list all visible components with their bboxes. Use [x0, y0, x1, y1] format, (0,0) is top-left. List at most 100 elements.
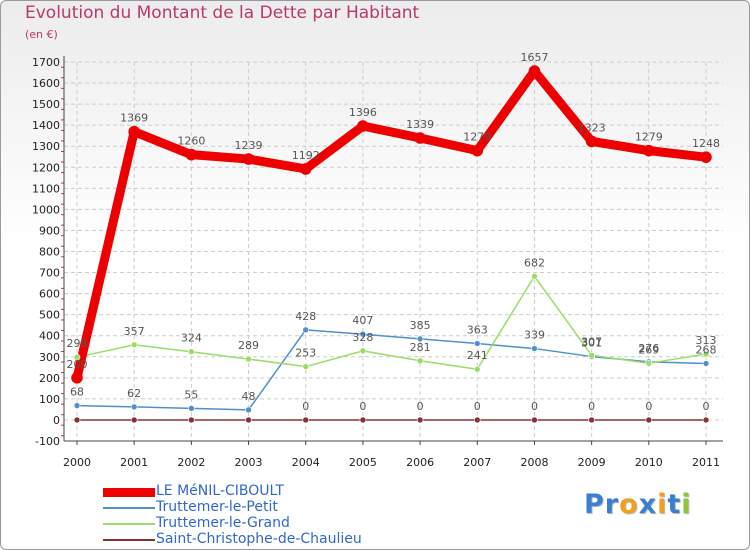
proxiti-logo: Proxiti — [584, 489, 692, 520]
data-point — [416, 335, 424, 343]
logo-letter: x — [638, 489, 658, 520]
y-tick-label: 800 — [39, 246, 60, 259]
y-tick-label: 1300 — [32, 140, 60, 153]
data-label: 324 — [181, 332, 202, 345]
data-point — [130, 416, 138, 424]
data-label: 276 — [638, 342, 659, 355]
data-label: 0 — [474, 400, 481, 413]
logo-letter: o — [619, 489, 639, 520]
data-label: 357 — [124, 325, 145, 338]
data-point — [528, 65, 541, 77]
y-tick-label: 1100 — [32, 182, 60, 195]
legend-swatch — [103, 532, 155, 548]
legend-swatch — [103, 516, 155, 532]
legend-label: Truttemer-le-Petit — [156, 499, 278, 515]
data-label: 1339 — [406, 118, 434, 131]
data-label: 1239 — [235, 139, 263, 152]
data-label: 1323 — [578, 121, 606, 134]
data-point — [359, 416, 367, 424]
y-tick-label: 900 — [39, 224, 60, 237]
data-point — [357, 120, 369, 132]
data-label: 1657 — [520, 51, 548, 64]
legend-label: Truttemer-le-Grand — [156, 515, 290, 531]
data-point — [473, 416, 481, 424]
data-label: 385 — [410, 319, 431, 332]
data-point — [73, 402, 81, 409]
data-label: 313 — [696, 334, 717, 347]
data-point — [700, 151, 712, 163]
data-label: 1279 — [635, 131, 663, 144]
data-point — [188, 405, 195, 412]
x-tick-label: 2009 — [578, 456, 606, 469]
data-point — [645, 360, 653, 367]
data-label: 0 — [588, 400, 595, 413]
data-point — [71, 372, 83, 384]
data-label: 307 — [581, 335, 602, 348]
x-tick-label: 2003 — [235, 456, 263, 469]
x-tick-label: 2002 — [177, 456, 205, 469]
data-label: 682 — [524, 256, 545, 269]
data-point — [531, 345, 538, 352]
data-point — [245, 416, 252, 424]
data-point — [359, 347, 367, 355]
data-label: 428 — [295, 310, 316, 323]
y-tick-label: 1600 — [32, 77, 60, 90]
data-point — [702, 360, 710, 367]
y-axis-ticks: -100 0 100 200 300 400 500 600 700 800 900 1000 1100… — [32, 56, 60, 448]
data-label: 0 — [302, 400, 309, 413]
data-point — [702, 350, 710, 358]
data-point — [299, 163, 312, 175]
data-point — [359, 330, 367, 338]
data-point — [73, 353, 81, 361]
y-tick-label: 500 — [39, 309, 60, 322]
data-point — [130, 403, 138, 411]
data-label: 55 — [184, 388, 198, 401]
data-point — [588, 416, 595, 424]
y-tick-label: -100 — [35, 435, 60, 448]
legend-item: Truttemer-le-Petit — [103, 499, 423, 516]
data-label: 289 — [238, 339, 259, 352]
data-point — [185, 148, 198, 161]
legend-label: LE MéNIL-CIBOULT — [156, 483, 284, 499]
data-point — [188, 416, 195, 424]
x-tick-label: 2010 — [635, 456, 663, 469]
data-point — [188, 348, 195, 356]
chart-subtitle: (en €) — [25, 28, 58, 41]
data-point — [414, 132, 426, 144]
data-label: 253 — [295, 347, 316, 360]
data-point — [531, 416, 538, 424]
y-tick-label: 1700 — [32, 56, 60, 69]
data-point — [302, 363, 310, 370]
y-tick-label: 300 — [39, 351, 60, 364]
x-axis-ticks: 2000 2001 2002 2003 2004 2005 2006 2007 2008 2009… — [63, 456, 720, 469]
x-tick-label: 2008 — [520, 456, 548, 469]
x-tick-label: 2011 — [692, 456, 720, 469]
data-label: 241 — [467, 349, 488, 362]
data-point — [531, 273, 538, 280]
data-point — [245, 355, 252, 363]
y-tick-label: 1000 — [32, 203, 60, 216]
data-point — [128, 125, 140, 138]
data-point — [645, 416, 653, 424]
y-tick-label: 0 — [53, 414, 60, 427]
data-label: 1260 — [177, 135, 205, 148]
series-points — [71, 65, 712, 424]
data-label: 62 — [127, 387, 141, 400]
data-label: 0 — [703, 400, 710, 413]
data-label: 0 — [645, 400, 652, 413]
data-label: 1279 — [463, 131, 491, 144]
x-tick-label: 2001 — [120, 456, 148, 469]
data-point — [416, 357, 424, 365]
data-label: 298 — [67, 337, 88, 350]
x-tick-label: 2005 — [349, 456, 377, 469]
axes — [61, 56, 723, 445]
logo-letter: r — [604, 489, 620, 520]
data-label: 281 — [410, 341, 431, 354]
data-point — [473, 340, 481, 347]
legend-item: Saint-Christophe-de-Chaulieu — [103, 531, 423, 548]
data-point — [242, 153, 255, 165]
data-label: 268 — [696, 344, 717, 357]
y-tick-label: 1400 — [32, 119, 60, 132]
series-line — [76, 275, 707, 370]
data-label: 328 — [352, 331, 373, 344]
